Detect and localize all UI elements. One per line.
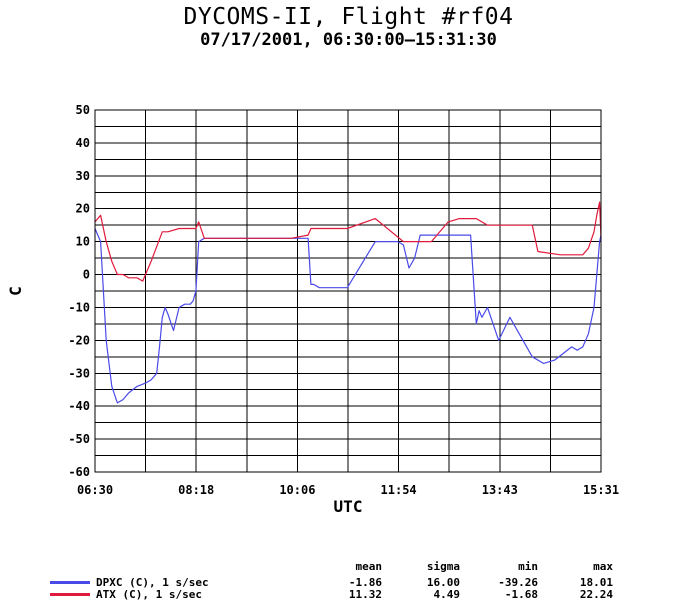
stat-sigma-atx: 4.49 [433, 588, 461, 601]
stats-table: mean sigma min max DPXC (C), 1 s/sec -1.… [0, 560, 697, 605]
x-axis-label: UTC [334, 497, 363, 516]
stats-header-max: max [593, 560, 613, 573]
stat-max-dpxc: 18.01 [579, 576, 613, 589]
stats-header-sigma: sigma [426, 560, 460, 573]
x-tick-label: 08:18 [178, 483, 214, 497]
y-tick-label: 10 [76, 235, 90, 249]
stat-sigma-dpxc: 16.00 [426, 576, 460, 589]
line-chart: 50 40 30 20 10 0 -10 -20 -30 -40 -50 -60 06:30 08:18 1… [6, 103, 619, 516]
y-tick-label: 50 [76, 103, 90, 117]
x-tick-label: 10:06 [279, 483, 315, 497]
y-tick-label: -50 [68, 432, 90, 446]
legend-label-atx: ATX (C), 1 s/sec [96, 588, 202, 601]
series-line-dpxc [94, 228, 602, 404]
stats-header-mean: mean [355, 560, 383, 573]
stat-max-atx: 22.24 [579, 588, 613, 601]
y-tick-label: -40 [68, 399, 90, 413]
stats-row-atx: ATX (C), 1 s/sec 11.32 4.49 -1.68 22.24 [0, 588, 697, 601]
y-tick-label: 30 [76, 169, 90, 183]
y-axis-label: C [6, 286, 25, 296]
chart-title: DYCOMS-II, Flight #rf04 [183, 4, 514, 30]
stats-header-min: min [518, 560, 538, 573]
stat-mean-atx: 11.32 [348, 588, 382, 601]
stat-min-dpxc: -39.26 [498, 576, 538, 589]
x-tick-label: 15:31 [583, 483, 619, 497]
y-tick-label: 0 [83, 268, 90, 282]
y-tick-label: -30 [68, 366, 90, 380]
stat-mean-dpxc: -1.86 [348, 576, 382, 589]
grid [95, 110, 601, 472]
x-tick-label: 06:30 [77, 483, 113, 497]
chart-subtitle: 07/17/2001, 06:30:00–15:31:30 [200, 30, 497, 50]
legend-swatch-atx [50, 593, 90, 596]
y-tick-label: -60 [68, 465, 90, 479]
legend-swatch-dpxc [50, 581, 90, 584]
y-tick-label: -10 [68, 300, 90, 314]
stats-row-dpxc: DPXC (C), 1 s/sec -1.86 16.00 -39.26 18.… [0, 576, 697, 589]
x-tick-label: 13:43 [482, 483, 518, 497]
y-tick-label: -20 [68, 333, 90, 347]
stat-min-atx: -1.68 [504, 588, 538, 601]
series-layer [94, 201, 602, 404]
y-tick-label: 40 [76, 136, 90, 150]
series-line-atx [94, 201, 602, 282]
x-tick-label: 11:54 [381, 483, 417, 497]
legend-label-dpxc: DPXC (C), 1 s/sec [96, 576, 209, 589]
tick-labels: 50 40 30 20 10 0 -10 -20 -30 -40 -50 -60 06:30 08:18 1… [68, 103, 619, 497]
plot-frame [94, 109, 602, 473]
y-tick-label: 20 [76, 202, 90, 216]
